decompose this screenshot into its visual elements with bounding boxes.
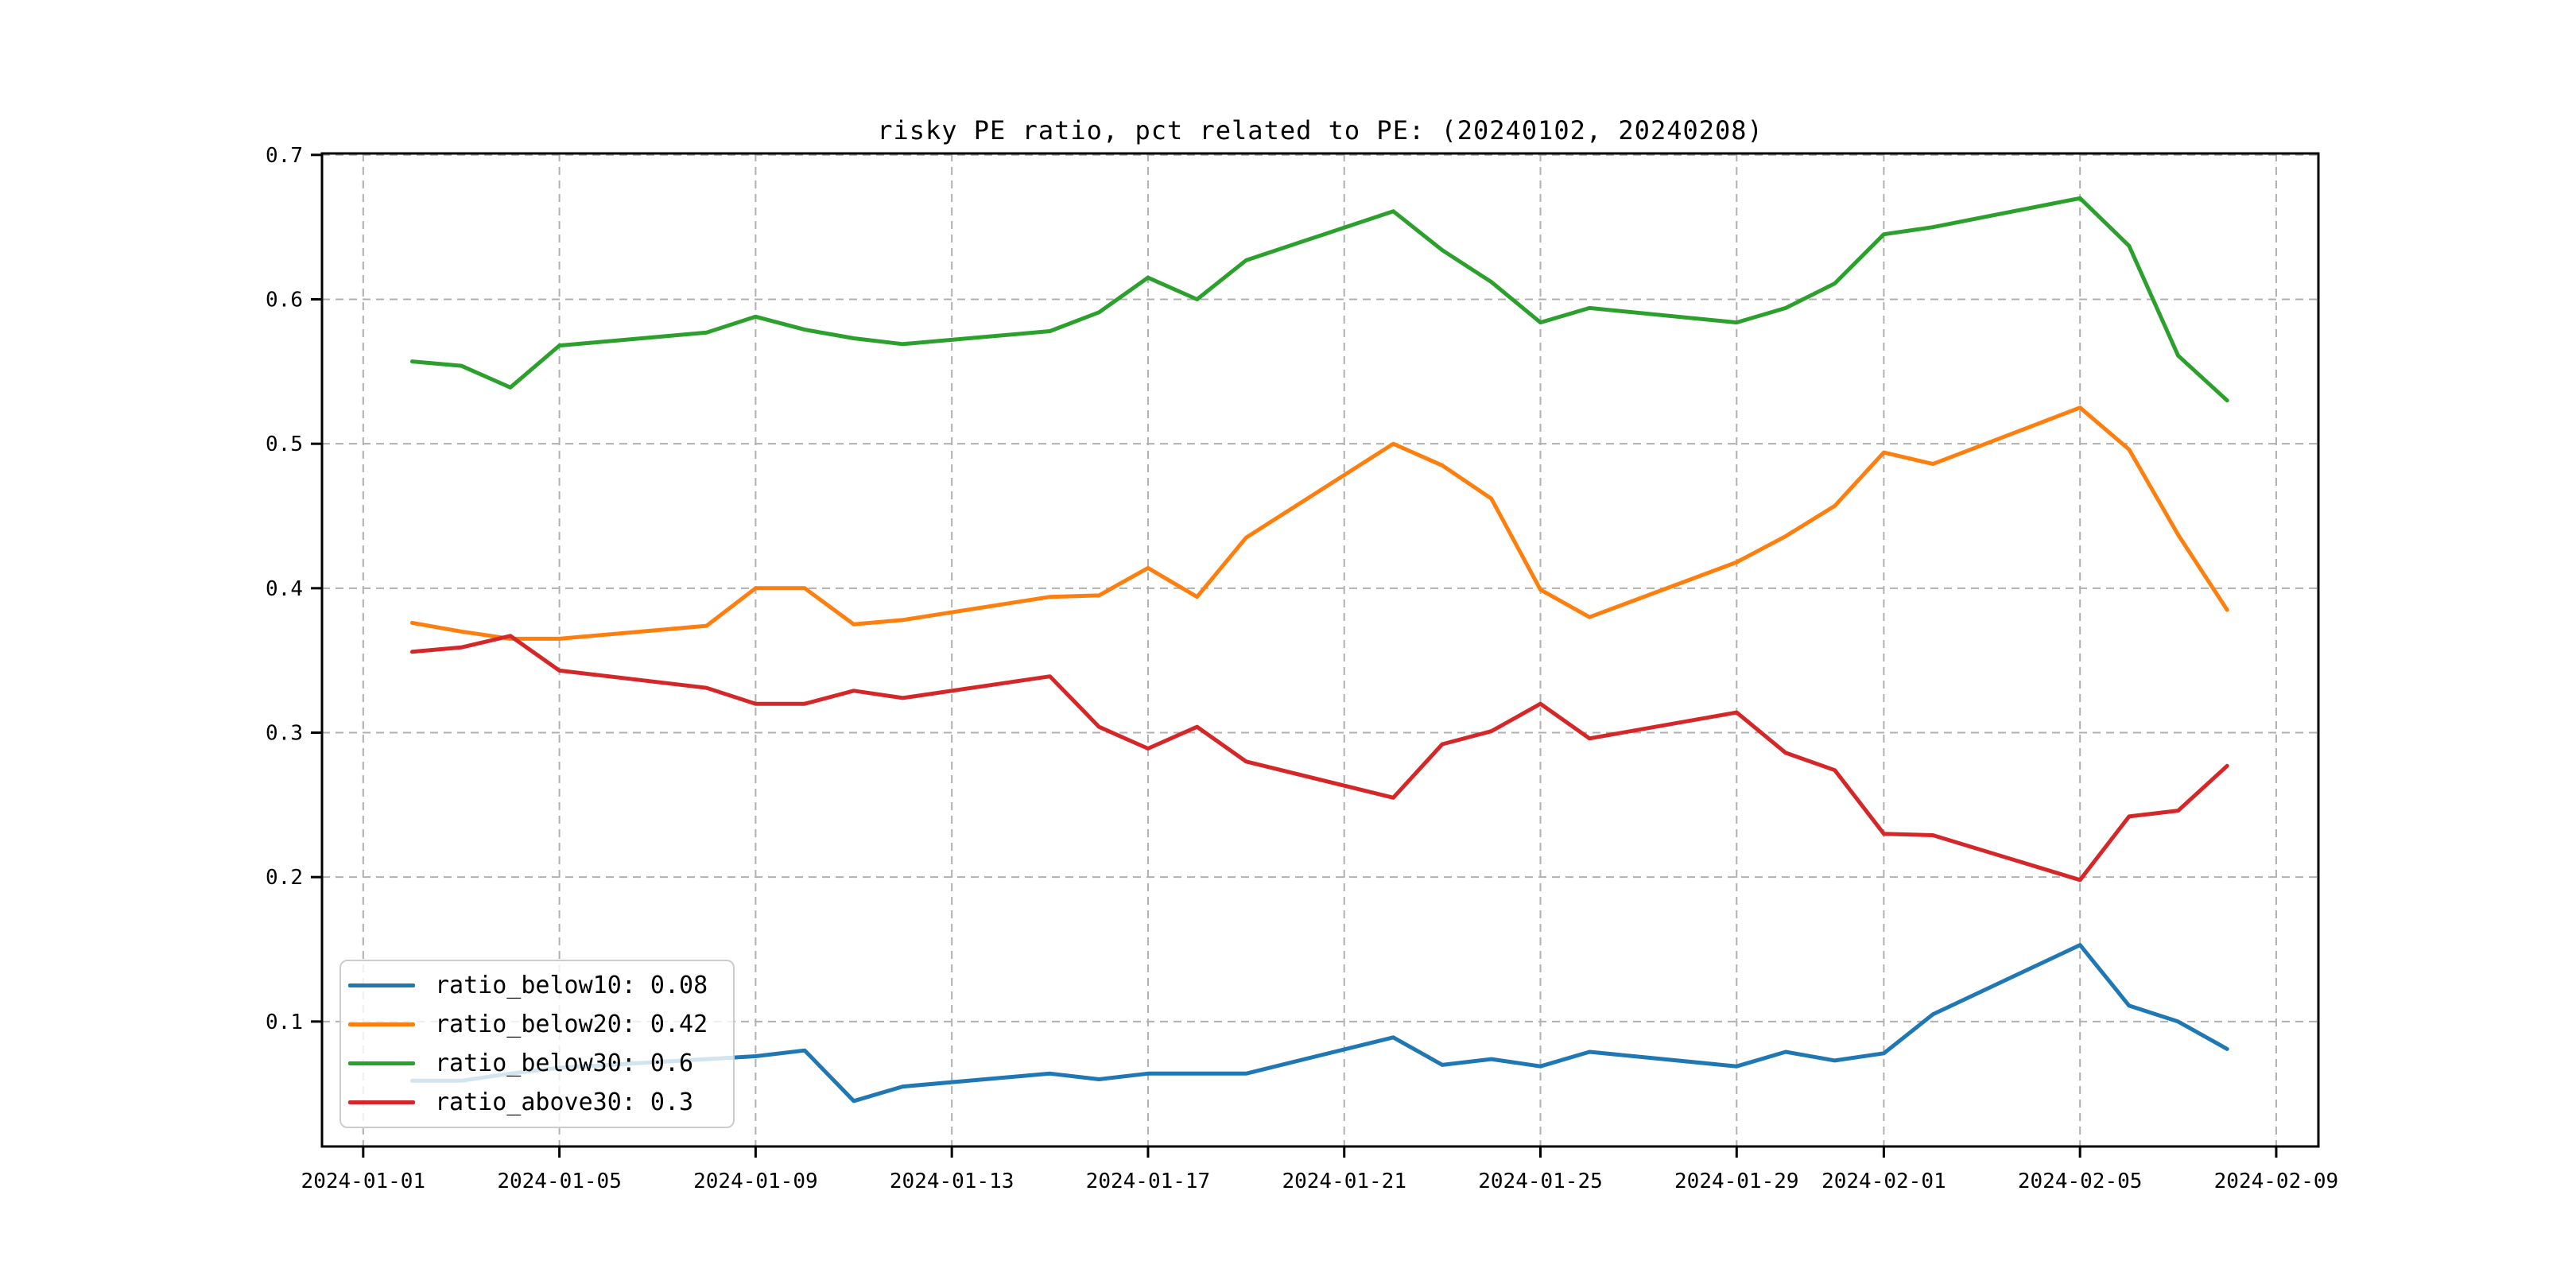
- series-line-ratio_below30: [410, 196, 2229, 403]
- x-tick-label: 2024-01-01: [301, 1170, 426, 1193]
- series-line-ratio_below20: [410, 405, 2229, 641]
- y-tick-label: 0.1: [266, 1011, 303, 1034]
- x-tick-label: 2024-02-09: [2214, 1170, 2339, 1193]
- y-tick-label: 0.5: [266, 433, 303, 456]
- x-tick-label: 2024-01-17: [1086, 1170, 1211, 1193]
- tick-labels: 2024-01-01 2024-01-05 2024-01-09 2024-01-13…: [266, 144, 2338, 1193]
- legend: ratio_below10: 0.08 ratio_below20: 0.42 ra…: [339, 960, 735, 1128]
- legend-item-ratio_below30: ratio_below30: 0.6: [341, 1044, 733, 1083]
- y-tick-label: 0.6: [266, 288, 303, 312]
- legend-swatch-ratio_below30: [348, 1061, 415, 1065]
- x-tick-label: 2024-01-05: [497, 1170, 622, 1193]
- legend-swatch-ratio_above30: [348, 1100, 415, 1104]
- legend-label: ratio_below30: 0.6: [435, 1049, 694, 1077]
- legend-swatch-ratio_below10: [348, 983, 415, 987]
- x-tick-label: 2024-01-25: [1478, 1170, 1603, 1193]
- legend-swatch-ratio_below20: [348, 1022, 415, 1026]
- legend-label: ratio_below20: 0.42: [435, 1011, 708, 1038]
- y-tick-label: 0.4: [266, 577, 303, 601]
- x-tick-label: 2024-01-21: [1282, 1170, 1406, 1193]
- y-tick-label: 0.3: [266, 722, 303, 746]
- ticks: [311, 153, 2278, 1158]
- chart-title: risky PE ratio, pct related to PE: (2024…: [877, 115, 1763, 145]
- x-tick-label: 2024-01-29: [1674, 1170, 1799, 1193]
- x-tick-label: 2024-02-01: [1821, 1170, 1946, 1193]
- x-tick-label: 2024-02-05: [2018, 1170, 2143, 1193]
- y-tick-label: 0.7: [266, 144, 303, 168]
- legend-item-ratio_below20: ratio_below20: 0.42: [341, 1005, 733, 1044]
- x-tick-label: 2024-01-13: [890, 1170, 1014, 1193]
- legend-label: ratio_below10: 0.08: [435, 972, 708, 999]
- series-line-ratio_above30: [410, 634, 2229, 883]
- legend-label: ratio_above30: 0.3: [435, 1088, 694, 1116]
- legend-item-ratio_below10: ratio_below10: 0.08: [341, 966, 733, 1005]
- plot-frame: [320, 152, 2320, 1148]
- y-tick-label: 0.2: [266, 866, 303, 890]
- legend-item-ratio_above30: ratio_above30: 0.3: [341, 1083, 733, 1122]
- x-tick-label: 2024-01-09: [693, 1170, 818, 1193]
